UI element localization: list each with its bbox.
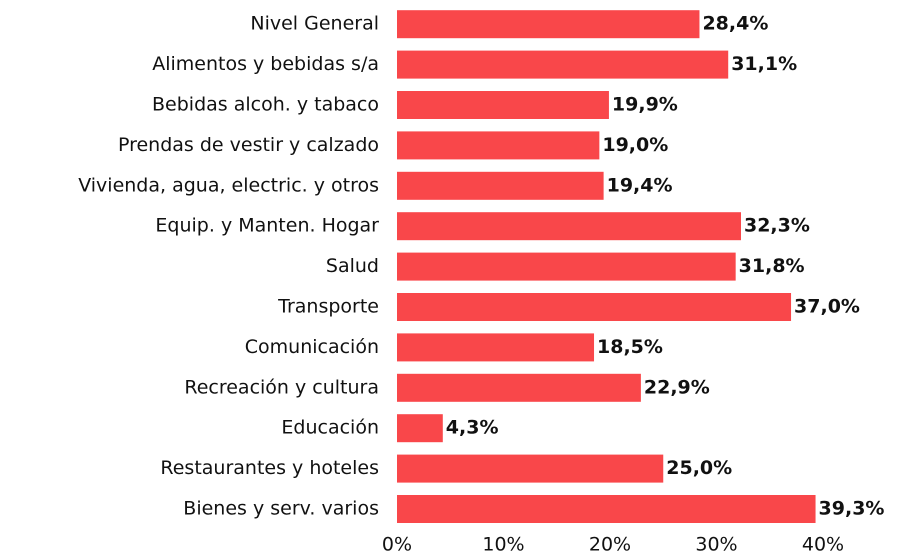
bar <box>397 131 600 160</box>
value-label: 4,3% <box>446 417 499 439</box>
bar <box>397 50 729 79</box>
category-label: Recreación y cultura <box>184 376 379 398</box>
category-label: Alimentos y bebidas s/a <box>152 53 379 75</box>
category-label: Comunicación <box>245 336 379 358</box>
x-tick-label: 40% <box>802 534 844 556</box>
value-label: 19,0% <box>602 134 668 156</box>
category-label: Prendas de vestir y calzado <box>118 134 379 156</box>
bar <box>397 293 792 321</box>
category-label: Equip. y Manten. Hogar <box>155 215 379 237</box>
x-tick-label: 30% <box>695 534 737 556</box>
x-tick-label: 0% <box>382 534 412 556</box>
bar <box>397 91 609 119</box>
value-label: 31,1% <box>731 53 797 75</box>
value-label: 25,0% <box>666 457 732 479</box>
bar <box>397 252 736 281</box>
value-label: 39,3% <box>819 498 885 520</box>
bar <box>397 373 641 402</box>
category-label: Educación <box>281 417 379 439</box>
category-label: Transporte <box>277 296 379 318</box>
value-label: 28,4% <box>702 13 768 35</box>
x-tick-label: 10% <box>482 534 524 556</box>
value-label: 32,3% <box>744 215 810 237</box>
x-tick-label: 20% <box>589 534 631 556</box>
bar <box>397 10 700 39</box>
bar <box>397 454 664 483</box>
bar <box>397 171 604 200</box>
bar <box>397 414 443 443</box>
value-label: 37,0% <box>794 296 860 318</box>
value-label: 18,5% <box>597 336 663 358</box>
category-label: Bebidas alcoh. y tabaco <box>152 94 379 116</box>
value-label: 31,8% <box>739 255 805 277</box>
category-label: Restaurantes y hoteles <box>160 457 379 479</box>
value-label: 19,9% <box>612 94 678 116</box>
value-label: 19,4% <box>607 174 673 196</box>
category-label: Salud <box>326 255 379 277</box>
bar <box>397 333 595 362</box>
value-label: 22,9% <box>644 376 710 398</box>
bar <box>397 495 816 523</box>
category-label: Nivel General <box>250 13 379 35</box>
category-label: Vivienda, agua, electric. y otros <box>78 174 379 196</box>
bar <box>397 212 741 241</box>
category-label: Bienes y serv. varios <box>183 498 379 520</box>
